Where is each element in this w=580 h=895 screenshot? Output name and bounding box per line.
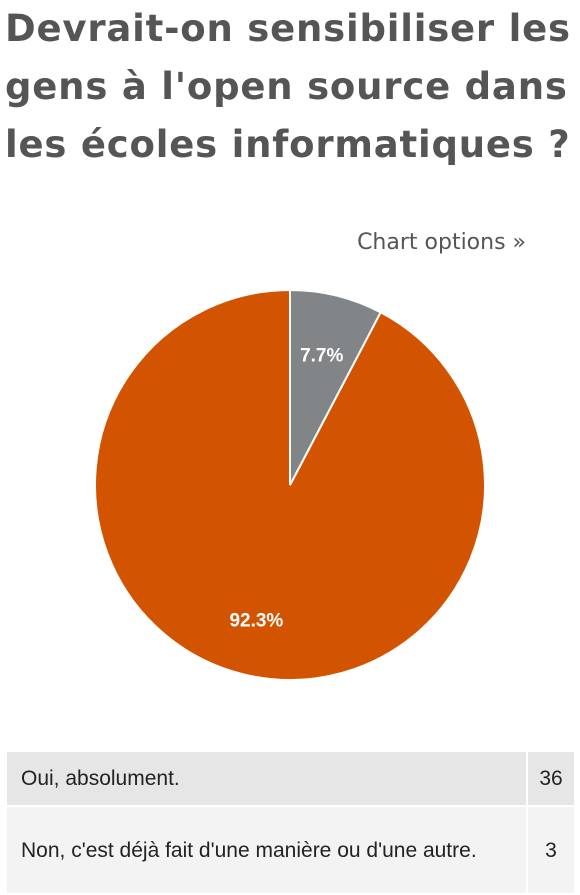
answer-label: Non, c'est déjà fait d'une manière ou d'… xyxy=(5,805,528,895)
chart-options-link[interactable]: Chart options » xyxy=(357,230,526,255)
answer-count: 36 xyxy=(526,750,576,807)
table-row: Non, c'est déjà fait d'une manière ou d'… xyxy=(5,805,576,895)
answer-label: Oui, absolument. xyxy=(5,750,528,807)
poll-title: Devrait-on sensibiliser les gens à l'ope… xyxy=(5,7,571,166)
table-row: Oui, absolument. 36 xyxy=(5,750,576,807)
pie-slice-label: 7.7% xyxy=(300,345,343,366)
pie-slice xyxy=(289,288,382,486)
pie-slice-label: 92.3% xyxy=(229,610,283,631)
results-table: Oui, absolument. 36 Non, c'est déjà fait… xyxy=(5,750,576,895)
answer-count: 3 xyxy=(526,805,576,895)
